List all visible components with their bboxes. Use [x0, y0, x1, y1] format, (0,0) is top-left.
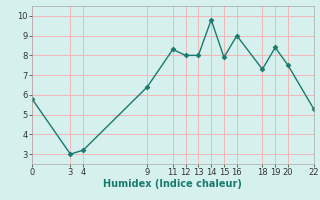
X-axis label: Humidex (Indice chaleur): Humidex (Indice chaleur) [103, 179, 242, 189]
